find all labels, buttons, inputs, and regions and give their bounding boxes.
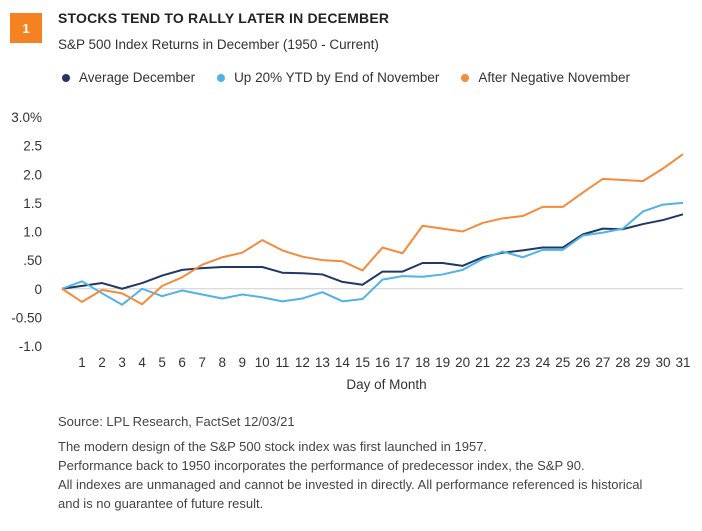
x-tick-label: 31: [675, 355, 690, 370]
x-tick-label: 19: [435, 355, 450, 370]
x-tick-label: 30: [655, 355, 670, 370]
x-tick-label: 16: [375, 355, 390, 370]
x-tick-label: 7: [198, 355, 206, 370]
x-tick-label: 23: [515, 355, 530, 370]
y-tick-label: 3.0%: [11, 110, 42, 125]
legend-item-average-december: Average December: [62, 70, 195, 85]
series-line-average: [61, 213, 684, 290]
x-tick-label: 21: [475, 355, 490, 370]
x-tick-label: 6: [178, 355, 186, 370]
x-tick-label: 22: [495, 355, 510, 370]
x-tick-label: 13: [315, 355, 330, 370]
disclosure-notes: The modern design of the S&P 500 stock i…: [58, 437, 698, 513]
x-tick-label: 28: [615, 355, 630, 370]
x-tick-label: 2: [98, 355, 106, 370]
x-tick-label: 18: [415, 355, 430, 370]
x-tick-label: 29: [635, 355, 650, 370]
y-tick-label: -1.0: [19, 339, 42, 354]
x-tick-label: 5: [158, 355, 166, 370]
x-tick-label: 4: [138, 355, 146, 370]
y-tick-label: -0.50: [11, 310, 42, 325]
y-tick-label: 1.0: [23, 225, 42, 240]
x-tick-label: 9: [239, 355, 247, 370]
chart-legend: Average December Up 20% YTD by End of No…: [62, 70, 652, 85]
series-line-negative: [61, 153, 684, 306]
x-tick-label: 10: [255, 355, 270, 370]
disclosure-line: The modern design of the S&P 500 stock i…: [58, 439, 488, 454]
x-axis-ticks: 1 2 3 4 5 6 7 8 9 10 11 12 13 14 15 16 17 18 19 20 21 22 23 24 2…: [78, 355, 690, 370]
x-tick-label: 27: [595, 355, 610, 370]
series-line-up20: [61, 201, 684, 306]
x-tick-label: 1: [78, 355, 86, 370]
y-tick-label: 0: [34, 282, 42, 297]
series-lines: [61, 153, 684, 306]
x-tick-label: 26: [575, 355, 590, 370]
x-tick-label: 15: [355, 355, 370, 370]
x-tick-label: 24: [535, 355, 551, 370]
y-tick-label: 2.5: [23, 139, 42, 154]
legend-marker-average-december: [62, 73, 70, 82]
chart-title: STOCKS TEND TO RALLY LATER IN DECEMBER: [58, 10, 390, 26]
disclosure-line: All indexes are unmanaged and cannot be …: [58, 477, 643, 492]
x-tick-label: 14: [335, 355, 351, 370]
disclosure-line: and is no guarantee of future result.: [58, 496, 264, 511]
chart-subtitle: S&P 500 Index Returns in December (1950 …: [58, 37, 379, 52]
legend-item-after-negative-november: After Negative November: [461, 70, 630, 85]
x-tick-label: 11: [275, 355, 289, 370]
legend-label-average-december: Average December: [79, 70, 196, 85]
legend-item-up-20: Up 20% YTD by End of November: [217, 70, 439, 85]
x-tick-label: 17: [395, 355, 410, 370]
x-tick-label: 8: [219, 355, 227, 370]
legend-marker-up-20: [217, 73, 226, 82]
x-tick-label: 20: [455, 355, 470, 370]
x-tick-label: 25: [555, 355, 570, 370]
legend-label-up-20: Up 20% YTD by End of November: [234, 70, 440, 85]
y-axis-ticks: -1.0 -0.50 0 .50 1.0 1.5 2.0 2.5 3.0%: [11, 110, 42, 354]
source-note: Source: LPL Research, FactSet 12/03/21: [58, 414, 295, 429]
disclosure-line: Performance back to 1950 incorporates th…: [58, 458, 585, 473]
x-tick-label: 3: [118, 355, 126, 370]
y-tick-label: 1.5: [23, 196, 42, 211]
figure-number-badge: 1: [10, 13, 42, 43]
x-axis-label: Day of Month: [346, 377, 426, 392]
y-tick-label: .50: [23, 253, 42, 268]
legend-label-after-negative-november: After Negative November: [478, 70, 630, 85]
legend-marker-after-negative-november: [461, 73, 470, 82]
x-tick-label: 12: [295, 355, 310, 370]
y-tick-label: 2.0: [23, 167, 42, 182]
